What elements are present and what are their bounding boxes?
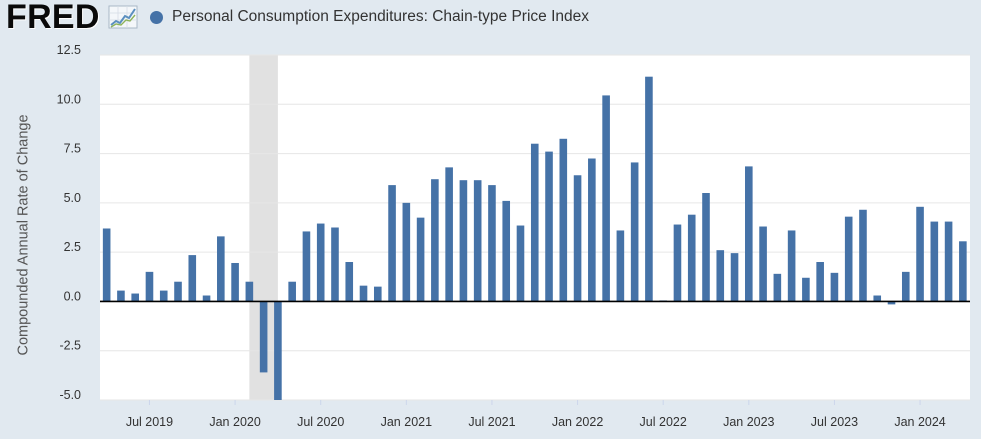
bar-2019-09: [174, 281, 182, 302]
y-tick-label: -2.5: [59, 339, 81, 353]
bar-2023-08: [844, 216, 853, 302]
bar-2019-10: [188, 255, 197, 302]
x-tick-label: Jul 2022: [640, 415, 687, 429]
bar-2021-12: [559, 138, 568, 302]
legend-label: Personal Consumption Expenditures: Chain…: [172, 8, 590, 25]
y-tick-label: 0.0: [64, 289, 81, 303]
x-tick-label: Jul 2021: [468, 415, 515, 429]
y-tick-label: -5.0: [59, 388, 81, 402]
y-tick-label: 5.0: [64, 191, 81, 205]
bar-2023-12: [901, 271, 910, 302]
bar-2021-07: [488, 185, 496, 302]
bar-2021-01: [402, 202, 411, 302]
bar-2022-01: [573, 175, 582, 302]
bar-2023-01: [745, 166, 753, 302]
bar-2022-11: [716, 250, 725, 302]
bar-2023-06: [816, 262, 824, 302]
bar-2021-09: [516, 225, 525, 302]
bar-2020-04: [274, 301, 282, 400]
bar-2023-07: [830, 272, 839, 302]
bar-2024-01: [916, 206, 924, 302]
bar-2022-09: [687, 214, 696, 302]
bar-2022-04: [616, 230, 625, 302]
y-axis-title: Compounded Annual Rate of Change: [16, 114, 32, 355]
x-tick-label: Jan 2024: [894, 415, 945, 429]
bar-2019-05: [117, 290, 125, 302]
bar-2020-07: [316, 223, 325, 302]
fred-logo[interactable]: FRED: [6, 0, 138, 34]
bar-2021-11: [545, 151, 553, 302]
x-tick-label: Jan 2021: [381, 415, 432, 429]
bar-2023-03: [773, 273, 782, 302]
y-tick-label: 7.5: [64, 142, 81, 156]
bar-2021-10: [530, 143, 539, 302]
x-tick-label: Jul 2023: [811, 415, 858, 429]
bar-2022-10: [702, 193, 710, 302]
bar-2023-04: [787, 230, 796, 302]
bar-2022-06: [645, 76, 653, 302]
bar-2020-08: [331, 227, 339, 302]
bar-2021-05: [459, 180, 468, 302]
bar-2022-08: [673, 224, 682, 302]
y-tick-label: 2.5: [64, 240, 81, 254]
bar-series: [102, 76, 967, 400]
bar-2024-04: [959, 241, 967, 302]
bar-2021-08: [502, 200, 511, 302]
legend-item[interactable]: Personal Consumption Expenditures: Chain…: [150, 8, 589, 26]
x-axis: Jul 2019 Jan 2020 Jul 2020 Jan 2021 Jul 2021…: [126, 400, 946, 429]
bar-2020-03: [259, 301, 268, 373]
x-tick-label: Jan 2020: [209, 415, 260, 429]
bar-2019-08: [159, 290, 168, 302]
bar-2021-04: [445, 167, 453, 302]
bar-2019-12: [217, 236, 225, 302]
x-tick-label: Jul 2020: [297, 415, 344, 429]
bar-2023-09: [859, 209, 867, 302]
bar-2022-02: [588, 158, 596, 302]
bar-2020-06: [302, 231, 311, 302]
bar-2022-12: [730, 253, 739, 302]
bar-2022-05: [630, 162, 639, 302]
bar-2023-10: [873, 295, 882, 302]
bar-2021-03: [431, 179, 439, 302]
bar-2020-12: [388, 185, 396, 302]
bar-2019-04: [102, 228, 111, 302]
bar-2023-11: [887, 301, 896, 305]
bar-2020-02: [245, 281, 254, 302]
bar-2021-02: [416, 217, 425, 302]
bar-2019-06: [131, 293, 139, 302]
bar-2021-06: [473, 180, 482, 302]
y-axis: 12.5 10.0 7.5 5.0 2.5 0.0 -2.5 -5.0: [57, 43, 81, 402]
bar-2023-02: [759, 226, 767, 302]
legend-marker: [150, 10, 163, 24]
y-tick-label: 12.5: [57, 43, 81, 57]
bar-2020-09: [345, 262, 354, 302]
bar-2019-07: [145, 271, 154, 302]
x-tick-label: Jan 2023: [723, 415, 774, 429]
bar-2020-10: [359, 285, 368, 302]
y-tick-label: 10.0: [57, 92, 81, 106]
bar-2022-03: [602, 95, 610, 302]
x-tick-label: Jul 2019: [126, 415, 173, 429]
bar-2019-11: [202, 295, 211, 302]
bar-2024-03: [944, 221, 953, 302]
x-tick-label: Jan 2022: [552, 415, 603, 429]
bar-2020-01: [231, 262, 239, 302]
bar-2020-11: [373, 286, 382, 302]
bar-2023-05: [802, 277, 810, 302]
fred-logo-text: FRED: [6, 0, 100, 36]
bar-2024-02: [930, 221, 939, 302]
line-chart-icon: [108, 5, 138, 29]
bar-2020-05: [288, 281, 296, 302]
